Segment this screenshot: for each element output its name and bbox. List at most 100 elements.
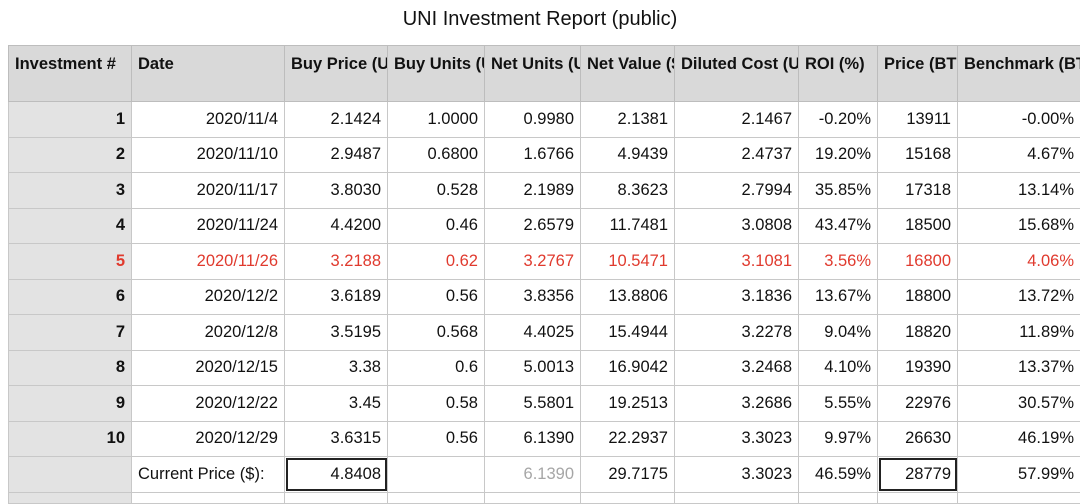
cell-diluted-cost[interactable]: 2.4737 bbox=[675, 137, 799, 173]
cell-date[interactable]: 2020/11/4 bbox=[132, 102, 285, 138]
current-btc-price-cell[interactable]: 28779 bbox=[878, 457, 958, 493]
cell-buy-price[interactable]: 3.8030 bbox=[285, 173, 388, 209]
current-benchmark-cell[interactable]: 57.99% bbox=[958, 457, 1080, 493]
current-roi-cell[interactable]: 46.59% bbox=[799, 457, 878, 493]
row-index-cell[interactable]: 2 bbox=[9, 137, 132, 173]
cell-btc-price[interactable]: 26630 bbox=[878, 421, 958, 457]
cell-btc-price[interactable]: 19390 bbox=[878, 350, 958, 386]
empty-cell[interactable] bbox=[485, 492, 581, 503]
cell-buy-price[interactable]: 3.2188 bbox=[285, 244, 388, 280]
cell-buy-units[interactable]: 0.56 bbox=[388, 421, 485, 457]
header-date[interactable]: Date bbox=[132, 46, 285, 102]
cell-diluted-cost[interactable]: 3.3023 bbox=[675, 421, 799, 457]
cell-roi[interactable]: 43.47% bbox=[799, 208, 878, 244]
cell-date[interactable]: 2020/12/22 bbox=[132, 386, 285, 422]
cell-diluted-cost[interactable]: 3.2686 bbox=[675, 386, 799, 422]
header-buy-price[interactable]: Buy Price (UNI/$) bbox=[285, 46, 388, 102]
cell-diluted-cost[interactable]: 3.1836 bbox=[675, 279, 799, 315]
cell-diluted-cost[interactable]: 3.0808 bbox=[675, 208, 799, 244]
cell-buy-price[interactable]: 3.38 bbox=[285, 350, 388, 386]
cell-buy-units[interactable]: 0.6 bbox=[388, 350, 485, 386]
cell-net-value[interactable]: 11.7481 bbox=[581, 208, 675, 244]
cell-net-units[interactable]: 6.1390 bbox=[485, 421, 581, 457]
empty-cell[interactable] bbox=[581, 492, 675, 503]
cell-buy-price[interactable]: 3.6189 bbox=[285, 279, 388, 315]
cell-buy-price[interactable]: 4.4200 bbox=[285, 208, 388, 244]
cell-buy-price[interactable]: 3.6315 bbox=[285, 421, 388, 457]
current-net-units-cell[interactable]: 6.1390 bbox=[485, 457, 581, 493]
cell-roi[interactable]: 13.67% bbox=[799, 279, 878, 315]
cell-buy-units[interactable]: 0.6800 bbox=[388, 137, 485, 173]
cell-roi[interactable]: -0.20% bbox=[799, 102, 878, 138]
cell-benchmark[interactable]: 4.06% bbox=[958, 244, 1080, 280]
cell-roi[interactable]: 5.55% bbox=[799, 386, 878, 422]
cell-net-units[interactable]: 2.6579 bbox=[485, 208, 581, 244]
cell-btc-price[interactable]: 18500 bbox=[878, 208, 958, 244]
empty-cell[interactable] bbox=[878, 492, 958, 503]
row-index-cell[interactable]: 9 bbox=[9, 386, 132, 422]
current-net-value-cell[interactable]: 29.7175 bbox=[581, 457, 675, 493]
cell-btc-price[interactable]: 17318 bbox=[878, 173, 958, 209]
header-roi[interactable]: ROI (%) bbox=[799, 46, 878, 102]
cell-roi[interactable]: 9.97% bbox=[799, 421, 878, 457]
cell-net-units[interactable]: 3.8356 bbox=[485, 279, 581, 315]
cell-diluted-cost[interactable]: 3.1081 bbox=[675, 244, 799, 280]
current-buy-units-blank[interactable] bbox=[388, 457, 485, 493]
cell-date[interactable]: 2020/12/29 bbox=[132, 421, 285, 457]
row-index-cell[interactable]: 6 bbox=[9, 279, 132, 315]
cell-net-units[interactable]: 5.5801 bbox=[485, 386, 581, 422]
cell-roi[interactable]: 19.20% bbox=[799, 137, 878, 173]
cell-date[interactable]: 2020/11/24 bbox=[132, 208, 285, 244]
cell-benchmark[interactable]: 30.57% bbox=[958, 386, 1080, 422]
row-index-cell[interactable]: 5 bbox=[9, 244, 132, 280]
cell-diluted-cost[interactable]: 2.7994 bbox=[675, 173, 799, 209]
cell-net-value[interactable]: 13.8806 bbox=[581, 279, 675, 315]
cell-net-units[interactable]: 3.2767 bbox=[485, 244, 581, 280]
cell-buy-price[interactable]: 3.45 bbox=[285, 386, 388, 422]
row-index-cell[interactable]: 1 bbox=[9, 102, 132, 138]
row-index-cell[interactable]: 8 bbox=[9, 350, 132, 386]
cell-btc-price[interactable]: 18800 bbox=[878, 279, 958, 315]
row-index-cell[interactable]: 7 bbox=[9, 315, 132, 351]
row-index-cell[interactable]: 4 bbox=[9, 208, 132, 244]
cell-net-value[interactable]: 22.2937 bbox=[581, 421, 675, 457]
cell-buy-units[interactable]: 1.0000 bbox=[388, 102, 485, 138]
header-net-units[interactable]: Net Units (UNI) bbox=[485, 46, 581, 102]
cell-date[interactable]: 2020/12/15 bbox=[132, 350, 285, 386]
cell-date[interactable]: 2020/12/8 bbox=[132, 315, 285, 351]
row-index-cell[interactable]: 10 bbox=[9, 421, 132, 457]
cell-benchmark[interactable]: 11.89% bbox=[958, 315, 1080, 351]
header-investment-number[interactable]: Investment # bbox=[9, 46, 132, 102]
header-net-value[interactable]: Net Value ($) bbox=[581, 46, 675, 102]
cell-net-units[interactable]: 4.4025 bbox=[485, 315, 581, 351]
cell-btc-price[interactable]: 18820 bbox=[878, 315, 958, 351]
empty-cell[interactable] bbox=[958, 492, 1080, 503]
cell-buy-units[interactable]: 0.528 bbox=[388, 173, 485, 209]
header-buy-units[interactable]: Buy Units (UNI) bbox=[388, 46, 485, 102]
cell-buy-units[interactable]: 0.46 bbox=[388, 208, 485, 244]
cell-buy-units[interactable]: 0.62 bbox=[388, 244, 485, 280]
cell-roi[interactable]: 9.04% bbox=[799, 315, 878, 351]
cell-btc-price[interactable]: 22976 bbox=[878, 386, 958, 422]
cell-buy-units[interactable]: 0.568 bbox=[388, 315, 485, 351]
cell-net-value[interactable]: 10.5471 bbox=[581, 244, 675, 280]
current-diluted-cost-cell[interactable]: 3.3023 bbox=[675, 457, 799, 493]
cell-net-units[interactable]: 1.6766 bbox=[485, 137, 581, 173]
empty-cell[interactable] bbox=[285, 492, 388, 503]
cell-net-value[interactable]: 19.2513 bbox=[581, 386, 675, 422]
header-diluted-cost[interactable]: Diluted Cost (UNI/$) bbox=[675, 46, 799, 102]
cell-diluted-cost[interactable]: 3.2468 bbox=[675, 350, 799, 386]
row-index-cell[interactable]: 3 bbox=[9, 173, 132, 209]
cell-net-value[interactable]: 15.4944 bbox=[581, 315, 675, 351]
cell-buy-price[interactable]: 2.9487 bbox=[285, 137, 388, 173]
header-btc-price[interactable]: Price (BTC/$) bbox=[878, 46, 958, 102]
cell-benchmark[interactable]: 15.68% bbox=[958, 208, 1080, 244]
empty-cell[interactable] bbox=[675, 492, 799, 503]
cell-date[interactable]: 2020/12/2 bbox=[132, 279, 285, 315]
cell-benchmark[interactable]: 13.37% bbox=[958, 350, 1080, 386]
cell-date[interactable]: 2020/11/10 bbox=[132, 137, 285, 173]
cell-diluted-cost[interactable]: 2.1467 bbox=[675, 102, 799, 138]
cell-buy-price[interactable]: 3.5195 bbox=[285, 315, 388, 351]
header-benchmark[interactable]: Benchmark (BTC) bbox=[958, 46, 1080, 102]
cell-net-value[interactable]: 8.3623 bbox=[581, 173, 675, 209]
